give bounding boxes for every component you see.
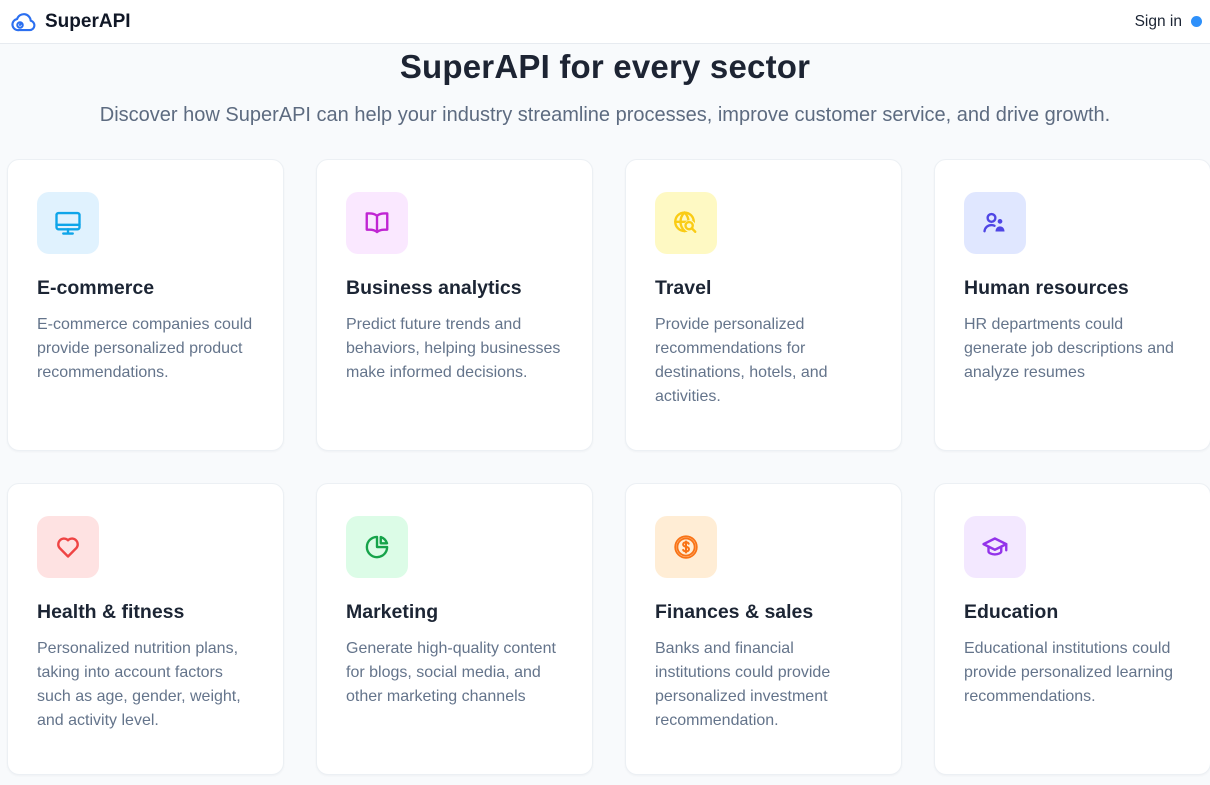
sector-card[interactable]: Health & fitness Personalized nutrition … <box>7 483 284 775</box>
card-title: Travel <box>655 277 712 299</box>
sector-card[interactable]: Business analytics Predict future trends… <box>316 159 593 451</box>
sector-card[interactable]: Finances & sales Banks and financial ins… <box>625 483 902 775</box>
page-subtitle: Discover how SuperAPI can help your indu… <box>99 104 1111 126</box>
card-title: Health & fitness <box>37 601 185 623</box>
user-add-icon <box>964 192 1026 254</box>
dollar-coin-icon <box>655 516 717 578</box>
card-title: Marketing <box>346 601 439 623</box>
card-description: Educational institutions could provide p… <box>964 640 1174 705</box>
cloud-logo-icon <box>10 8 37 35</box>
globe-search-icon <box>655 192 717 254</box>
pie-chart-icon <box>346 516 408 578</box>
sector-card[interactable]: Travel Provide personalized recommendati… <box>625 159 902 451</box>
sign-in-link[interactable]: Sign in <box>1134 12 1182 30</box>
main-content: SuperAPI for every sector Discover how S… <box>0 44 1210 775</box>
accent-dot[interactable] <box>1191 16 1202 27</box>
card-description: Personalized nutrition plans, taking int… <box>37 640 241 729</box>
sector-card[interactable]: E-commerce E-commerce companies could pr… <box>7 159 284 451</box>
card-description: HR departments could generate job descri… <box>964 316 1174 381</box>
sector-card[interactable]: Marketing Generate high-quality content … <box>316 483 593 775</box>
card-title: E-commerce <box>37 277 155 299</box>
graduation-cap-icon <box>964 516 1026 578</box>
sector-card-grid: E-commerce E-commerce companies could pr… <box>0 159 1210 775</box>
brand-name: SuperAPI <box>45 10 131 32</box>
card-title: Education <box>964 601 1059 623</box>
card-title: Finances & sales <box>655 601 814 623</box>
header-actions: Sign in <box>1135 13 1202 31</box>
open-book-icon <box>346 192 408 254</box>
monitor-icon <box>37 192 99 254</box>
card-description: Banks and financial institutions could p… <box>655 640 831 729</box>
card-description: Generate high-quality content for blogs,… <box>346 640 556 705</box>
heart-icon <box>37 516 99 578</box>
sector-card[interactable]: Human resources HR departments could gen… <box>934 159 1210 451</box>
page-title: SuperAPI for every sector <box>399 48 811 85</box>
card-title: Human resources <box>964 277 1129 299</box>
header: SuperAPI Sign in <box>0 0 1210 44</box>
card-description: Provide personalized recommendations for… <box>655 316 828 405</box>
card-description: E-commerce companies could provide perso… <box>37 316 253 381</box>
card-description: Predict future trends and behaviors, hel… <box>346 316 561 381</box>
card-title: Business analytics <box>346 277 522 299</box>
sector-card[interactable]: Education Educational institutions could… <box>934 483 1210 775</box>
brand[interactable]: SuperAPI <box>10 8 131 35</box>
